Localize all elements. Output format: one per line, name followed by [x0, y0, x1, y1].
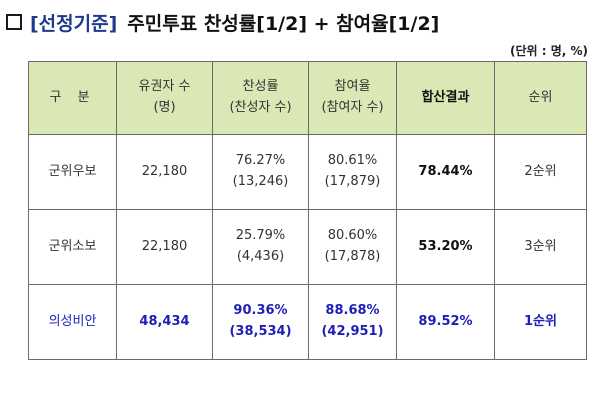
heading-text: 주민투표 찬성률[1/2] + 참여율[1/2]: [127, 12, 440, 35]
table-row: 군위우보 22,180 76.27% (13,246) 80.61% (17,879…: [28, 134, 587, 210]
results-table: 구 분 유권자 수 (명) 찬성률 (찬성자 수) 참여율 (참여자 수) 합산결과 …: [28, 61, 587, 360]
table-header-row: 구 분 유권자 수 (명) 찬성률 (찬성자 수) 참여율 (참여자 수) 합산결과 …: [28, 61, 587, 135]
heading-tag: [선정기준]: [30, 12, 118, 35]
row-approval: 25.79% (4,436): [212, 209, 309, 285]
row-rank: 3순위: [494, 209, 587, 285]
row-voters: 22,180: [116, 134, 213, 210]
row-name: 군위우보: [28, 134, 117, 210]
row-approval: 90.36% (38,534): [212, 284, 309, 360]
row-voters: 22,180: [116, 209, 213, 285]
unit-note: (단위 : 명, %): [509, 44, 588, 58]
row-approval: 76.27% (13,246): [212, 134, 309, 210]
header-approval: 찬성률 (찬성자 수): [212, 61, 309, 135]
row-name: 의성비안: [28, 284, 117, 360]
header-participation: 참여율 (참여자 수): [308, 61, 397, 135]
header-category: 구 분: [28, 61, 117, 135]
section-heading: [선정기준] 주민투표 찬성률[1/2] + 참여율[1/2]: [6, 8, 439, 36]
table-row: 군위소보 22,180 25.79% (4,436) 80.60% (17,878)…: [28, 209, 587, 285]
row-voters: 48,434: [116, 284, 213, 360]
header-combined: 합산결과: [396, 61, 495, 135]
header-rank: 순위: [494, 61, 587, 135]
table-row-selected: 의성비안 48,434 90.36% (38,534) 88.68% (42,951…: [28, 284, 587, 360]
row-combined: 78.44%: [396, 134, 495, 210]
row-participation: 88.68% (42,951): [308, 284, 397, 360]
checkbox-square-icon: [6, 14, 22, 30]
row-combined: 89.52%: [396, 284, 495, 360]
row-rank: 2순위: [494, 134, 587, 210]
row-participation: 80.61% (17,879): [308, 134, 397, 210]
header-voters: 유권자 수 (명): [116, 61, 213, 135]
row-name: 군위소보: [28, 209, 117, 285]
row-rank: 1순위: [494, 284, 587, 360]
row-participation: 80.60% (17,878): [308, 209, 397, 285]
row-combined: 53.20%: [396, 209, 495, 285]
